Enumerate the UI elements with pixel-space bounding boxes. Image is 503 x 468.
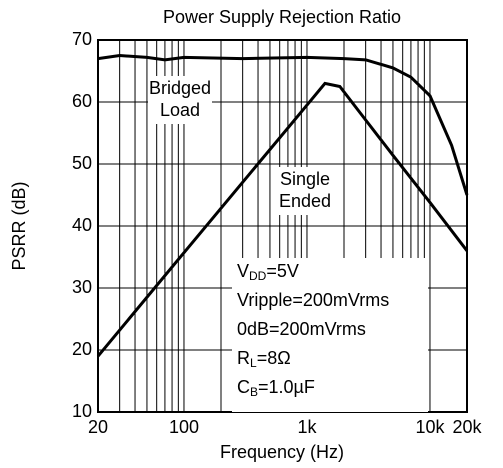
annotation-background	[148, 76, 212, 124]
annotation-part: B	[250, 385, 258, 399]
annotation-part: Vripple=200mVrms	[237, 290, 389, 310]
annotation: RL=8Ω	[237, 348, 291, 370]
y-tick-label: 50	[72, 153, 92, 173]
y-tick-label: 40	[72, 215, 92, 235]
annotation: VDD=5V	[237, 261, 299, 283]
annotation-part: R	[237, 348, 250, 368]
x-tick-label: 20	[88, 417, 108, 437]
annotation: Ended	[279, 191, 331, 211]
annotation-part: DD	[249, 269, 267, 283]
y-axis-label: PSRR (dB)	[9, 181, 29, 270]
x-axis-label: Frequency (Hz)	[220, 442, 344, 462]
annotation: Bridged	[149, 78, 211, 98]
annotation-part: =8Ω	[257, 348, 291, 368]
conditions-box	[232, 258, 428, 412]
x-tick-label: 20k	[452, 417, 482, 437]
annotation-part: V	[237, 261, 249, 281]
x-tick-label: 1k	[297, 417, 317, 437]
annotation-part: 0dB=200mVrms	[237, 319, 366, 339]
annotation-background	[273, 167, 337, 215]
y-tick-label: 30	[72, 277, 92, 297]
annotation-part: =1.0µF	[258, 377, 315, 397]
y-tick-label: 10	[72, 401, 92, 421]
annotation: Load	[160, 100, 200, 120]
annotation-part: =5V	[266, 261, 299, 281]
series-line	[96, 81, 469, 358]
annotation: CB=1.0µF	[237, 377, 315, 399]
annotation-part: L	[250, 356, 257, 370]
x-tick-label: 100	[169, 417, 199, 437]
y-tick-label: 70	[72, 29, 92, 49]
annotation-part: C	[237, 377, 250, 397]
annotation: 0dB=200mVrms	[237, 319, 366, 339]
x-tick-label: 10k	[415, 417, 445, 437]
chart-title: Power Supply Rejection Ratio	[163, 7, 401, 27]
annotation: Single	[280, 169, 330, 189]
series-line	[97, 53, 469, 196]
y-tick-label: 60	[72, 91, 92, 111]
y-tick-label: 20	[72, 339, 92, 359]
annotation: Vripple=200mVrms	[237, 290, 389, 310]
